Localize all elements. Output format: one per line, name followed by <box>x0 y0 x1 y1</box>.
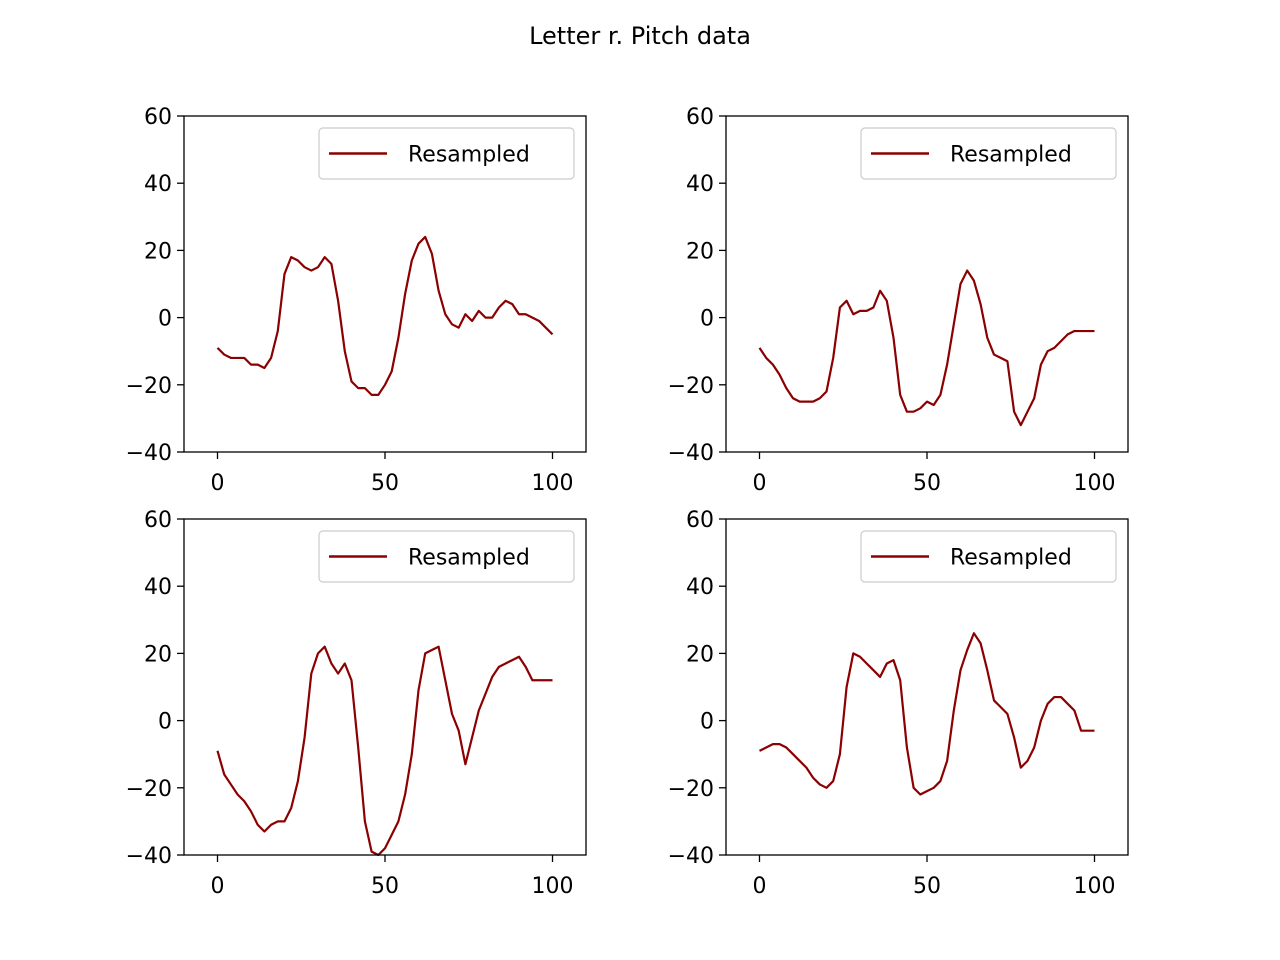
y-tick-label: −20 <box>668 374 714 399</box>
y-tick-label: −40 <box>126 441 172 466</box>
y-tick-label: 0 <box>700 710 714 735</box>
figure-title: Letter r. Pitch data <box>529 22 751 50</box>
subplot-grid: −40 −20 0 20 40 60 0 50 100 Resampled −40 −20 0 20 40 6… <box>126 105 1129 899</box>
y-tick-label: 20 <box>144 239 172 264</box>
y-tick-label: 0 <box>700 307 714 332</box>
series-line-resampled <box>759 632 1095 796</box>
legend-box <box>860 530 1117 583</box>
y-tick-label: 40 <box>686 575 714 600</box>
y-tick-label: 40 <box>144 172 172 197</box>
legend: Resampled <box>318 127 575 180</box>
series-line-resampled <box>216 235 554 396</box>
y-tick-label: −20 <box>668 777 714 802</box>
y-tick-label: −20 <box>126 777 172 802</box>
x-tick-label: 50 <box>371 874 399 899</box>
legend-label: Resampled <box>950 546 1072 571</box>
series-line-resampled <box>758 269 1095 427</box>
series-line-resampled <box>216 645 553 857</box>
y-tick-label: −40 <box>668 844 714 869</box>
subplot-4: −40 −20 0 20 40 60 0 50 100 Resampled <box>668 508 1129 899</box>
x-tick-label: 100 <box>532 874 574 899</box>
y-tick-label: 40 <box>686 172 714 197</box>
legend-label: Resampled <box>408 143 530 168</box>
x-tick-label: 0 <box>211 471 225 496</box>
x-tick-label: 0 <box>211 874 225 899</box>
x-tick-label: 0 <box>753 471 767 496</box>
x-tick-label: 50 <box>913 874 941 899</box>
x-tick-label: 50 <box>371 471 399 496</box>
y-tick-label: −20 <box>126 374 172 399</box>
subplot-2: −40 −20 0 20 40 60 0 50 100 Resampled <box>668 105 1129 496</box>
y-tick-label: 60 <box>686 508 714 533</box>
legend: Resampled <box>860 127 1117 180</box>
y-tick-label: 20 <box>686 239 714 264</box>
y-tick-label: 20 <box>686 642 714 667</box>
y-tick-label: −40 <box>668 441 714 466</box>
subplot-1: −40 −20 0 20 40 60 0 50 100 Resampled <box>126 105 587 496</box>
legend-label: Resampled <box>408 546 530 571</box>
legend-box <box>318 530 575 583</box>
y-tick-label: −40 <box>126 844 172 869</box>
x-tick-label: 100 <box>532 471 574 496</box>
y-tick-label: 60 <box>686 105 714 130</box>
subplot-3: −40 −20 0 20 40 60 0 50 100 Resampled <box>126 508 587 899</box>
legend-box <box>318 127 575 180</box>
y-tick-label: 60 <box>144 508 172 533</box>
y-tick-label: 0 <box>158 307 172 332</box>
legend: Resampled <box>860 530 1117 583</box>
legend-box <box>860 127 1117 180</box>
y-tick-label: 0 <box>158 710 172 735</box>
legend-label: Resampled <box>950 143 1072 168</box>
x-tick-label: 100 <box>1074 874 1116 899</box>
y-tick-label: 60 <box>144 105 172 130</box>
y-tick-label: 40 <box>144 575 172 600</box>
x-tick-label: 50 <box>913 471 941 496</box>
x-tick-label: 100 <box>1074 471 1116 496</box>
y-tick-label: 20 <box>144 642 172 667</box>
x-tick-label: 0 <box>753 874 767 899</box>
legend: Resampled <box>318 530 575 583</box>
